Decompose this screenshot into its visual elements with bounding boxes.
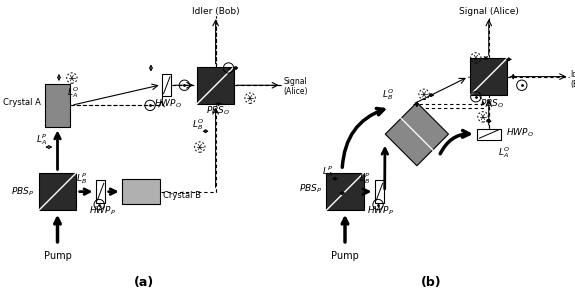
Bar (327, 173, 364, 210)
Text: (a): (a) (133, 276, 154, 289)
Text: $HWP_P$: $HWP_P$ (89, 204, 116, 217)
Text: $L_{B}^{P}$: $L_{B}^{P}$ (76, 171, 88, 186)
Text: $PBS_P$: $PBS_P$ (12, 185, 34, 198)
Text: Idler (Bob): Idler (Bob) (192, 7, 239, 16)
Text: (b): (b) (421, 276, 442, 289)
Polygon shape (385, 102, 448, 166)
Text: $HWP_O$: $HWP_O$ (154, 98, 182, 110)
Text: $PBS_O$: $PBS_O$ (206, 105, 231, 117)
Bar (375, 180, 384, 203)
Text: $PBS_P$: $PBS_P$ (299, 182, 322, 195)
Text: $L_{A}^{P}$: $L_{A}^{P}$ (322, 164, 334, 179)
Text: Idler
(Bob): Idler (Bob) (570, 70, 575, 89)
Bar (39, 173, 76, 210)
Text: Pump: Pump (331, 251, 359, 260)
Text: Crystal B: Crystal B (163, 192, 201, 200)
Text: $L_{A}^{O}$: $L_{A}^{O}$ (67, 85, 79, 100)
Bar (122, 179, 160, 204)
Bar (197, 67, 235, 104)
Bar (96, 180, 105, 203)
Text: Signal
(Alice): Signal (Alice) (283, 77, 308, 97)
FancyArrowPatch shape (342, 108, 384, 167)
Text: $L_{A}^{P}$: $L_{A}^{P}$ (36, 132, 48, 147)
Text: $L_{A}^{O}$: $L_{A}^{O}$ (499, 145, 511, 160)
Text: Signal (Alice): Signal (Alice) (459, 7, 519, 16)
Text: $L_{B}^{O}$: $L_{B}^{O}$ (192, 117, 205, 132)
Text: $L_{B}^{P}$: $L_{B}^{P}$ (359, 171, 371, 186)
Text: $HWP_P$: $HWP_P$ (367, 204, 394, 217)
Text: $PBS_O$: $PBS_O$ (480, 97, 504, 110)
Text: $HWP_O$: $HWP_O$ (506, 127, 534, 139)
Text: Crystal A: Crystal A (3, 98, 41, 107)
Bar (45, 84, 70, 127)
Bar (477, 129, 501, 140)
Text: Pump: Pump (44, 251, 71, 260)
Bar (470, 58, 508, 95)
Bar (162, 74, 171, 97)
Text: $L_{B}^{O}$: $L_{B}^{O}$ (382, 87, 394, 102)
FancyArrowPatch shape (440, 130, 469, 154)
